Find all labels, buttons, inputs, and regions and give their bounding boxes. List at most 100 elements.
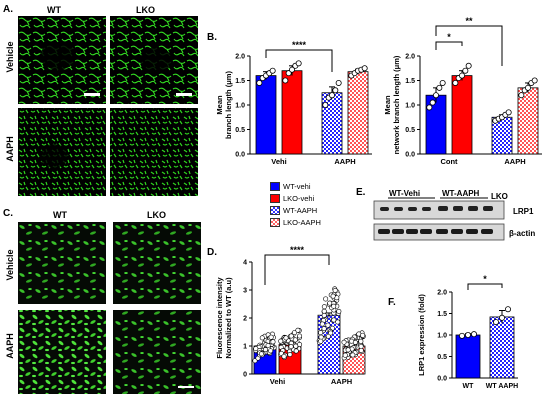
x-group-label: AAPH [331, 377, 352, 386]
x-group-label: AAPH [334, 157, 355, 166]
data-point [259, 335, 265, 341]
y-axis-label: Mean [383, 95, 392, 115]
data-point [297, 333, 303, 339]
data-point [265, 343, 271, 349]
data-point [295, 60, 302, 67]
y-axis-label: LRP1 expression (fold) [417, 294, 426, 376]
panel-letter-b: B. [207, 32, 217, 43]
y-tick-label: 3 [243, 288, 247, 295]
data-point [426, 104, 433, 111]
data-point [465, 332, 472, 339]
data-point [341, 339, 347, 345]
band-label-lrp1: LRP1 [513, 207, 534, 216]
significance-label: ** [465, 16, 473, 26]
panel-letter-c: C. [3, 208, 13, 219]
y-tick-label: 1 [243, 344, 247, 351]
data-point [253, 346, 259, 352]
data-point [524, 84, 531, 91]
band-label-actin: β-actin [509, 229, 536, 238]
panel-a-micrographs [18, 16, 198, 196]
significance-bracket [435, 41, 463, 50]
data-point [332, 287, 338, 293]
panel-letter-e: E. [356, 187, 366, 198]
data-point [319, 321, 325, 327]
data-point [268, 334, 274, 340]
significance-bracket [467, 283, 503, 290]
panel-c-row-aaph: AAPH [5, 333, 15, 359]
significance-label: **** [290, 245, 305, 255]
y-tick-label: 2 [243, 316, 247, 323]
data-point [318, 330, 324, 336]
y-tick-label: 1.5 [235, 78, 245, 85]
significance-label: * [483, 274, 487, 284]
panel-a-col-lko: LKO [136, 5, 155, 15]
data-point [281, 353, 287, 359]
y-tick-label: 1.0 [235, 103, 245, 110]
data-point [331, 303, 337, 309]
data-point [345, 347, 351, 353]
y-tick-label: 0.0 [405, 152, 415, 159]
y-axis-label: Normalized to WT (a.u) [224, 277, 233, 359]
data-point [278, 338, 284, 344]
data-point [459, 72, 466, 79]
bar [321, 92, 343, 155]
data-point [335, 319, 341, 325]
data-point [335, 79, 342, 86]
y-tick-label: 1.0 [405, 103, 415, 110]
data-point [293, 343, 299, 349]
data-point [436, 84, 443, 91]
data-point [270, 339, 276, 345]
scale-bar [178, 386, 194, 388]
y-axis-label: Mean [215, 95, 224, 115]
panel-letter-a: A. [3, 4, 13, 15]
chart-d: 0 1 2 3 4 Fluorescence intensity Normalized to… [215, 245, 366, 386]
y-tick-label: 0.5 [235, 127, 245, 134]
data-point [330, 293, 336, 299]
data-point [325, 322, 331, 328]
data-point [321, 326, 327, 332]
data-point [322, 102, 329, 109]
y-axis-label: branch length (μm) [224, 71, 233, 139]
legend-swatch [270, 181, 280, 191]
micrograph-c-lko-vehicle [113, 222, 201, 304]
data-point [518, 92, 525, 99]
data-point [327, 300, 333, 306]
legend-label: LKO-AAPH [283, 217, 321, 227]
x-group-label: Vehi [271, 157, 286, 166]
legend-item: WT-AAPH [270, 204, 321, 216]
data-point [328, 330, 334, 336]
data-point [349, 338, 355, 344]
y-tick-label: 1.5 [437, 311, 447, 318]
x-category-label: WT [463, 383, 475, 390]
panel-c-col-wt: WT [53, 210, 67, 220]
significance-bracket [265, 49, 333, 72]
data-point [323, 296, 329, 302]
data-point [293, 348, 299, 354]
y-tick-label: 4 [243, 260, 247, 267]
significance-label: **** [292, 40, 307, 50]
panel-c-micrographs [18, 222, 201, 394]
legend: WT-vehi LKO-vehi WT-AAPH LKO-AAPH [270, 180, 321, 228]
legend-swatch [270, 193, 280, 203]
y-tick-label: 2.0 [437, 290, 447, 297]
data-point [282, 77, 289, 84]
panel-a-row-aaph: AAPH [5, 136, 15, 162]
data-point [325, 333, 331, 339]
data-point [269, 67, 276, 74]
data-point [439, 79, 446, 86]
lane-label-wt-vehi: WT-Vehi [389, 189, 421, 198]
data-point [292, 337, 298, 343]
y-tick-label: 0 [243, 372, 247, 379]
data-point [358, 338, 364, 344]
data-point [262, 347, 268, 353]
data-point [295, 327, 301, 333]
legend-swatch [270, 217, 280, 227]
significance-bracket [435, 25, 503, 66]
data-point [268, 348, 274, 354]
y-tick-label: 2.0 [405, 54, 415, 61]
data-point [360, 332, 366, 338]
data-point [283, 335, 289, 341]
data-point [332, 87, 339, 94]
data-point [505, 109, 512, 116]
data-point [321, 308, 327, 314]
